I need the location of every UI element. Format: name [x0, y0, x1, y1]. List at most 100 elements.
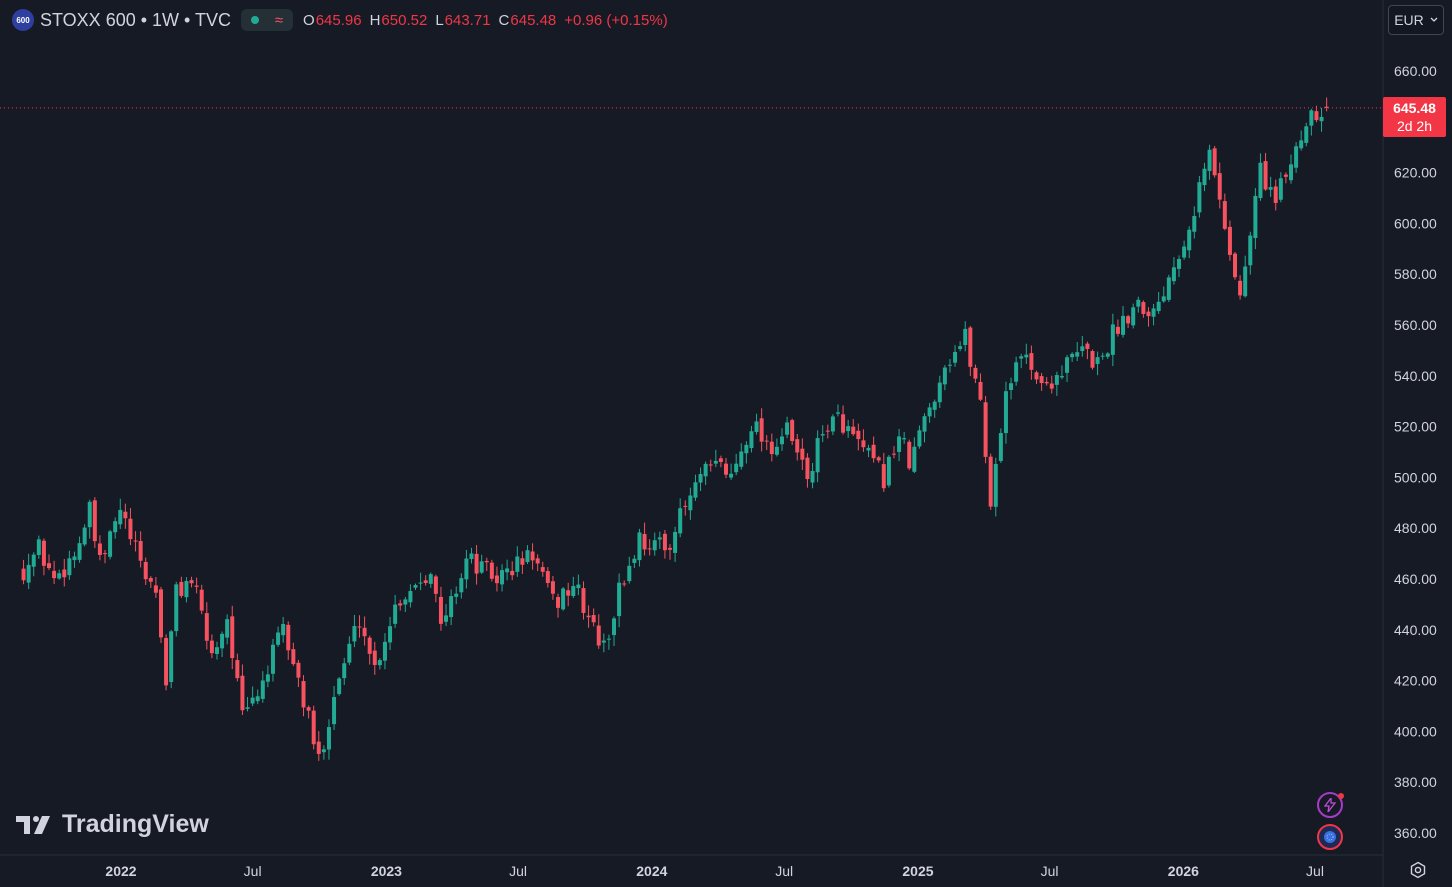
high-value: H650.52 [369, 11, 428, 29]
last-price-label: 645.48 2d 2h [1383, 97, 1446, 137]
candle [662, 529, 667, 559]
candle [382, 633, 387, 670]
candle [886, 455, 891, 488]
candle [47, 554, 52, 571]
candle [973, 364, 978, 384]
candle [1171, 257, 1176, 285]
candle [561, 587, 566, 611]
candle [820, 425, 825, 443]
candle [622, 580, 627, 587]
candle [942, 365, 947, 391]
gear-icon[interactable] [1408, 860, 1428, 880]
candle [861, 429, 866, 452]
candle [479, 554, 484, 574]
candle [642, 522, 647, 556]
candle [87, 499, 92, 539]
candle [846, 419, 851, 438]
candle [759, 408, 764, 452]
tradingview-logo-icon [16, 815, 50, 834]
candle [912, 437, 917, 474]
candle [937, 375, 942, 408]
candle [1263, 152, 1268, 191]
lightning-button[interactable] [1317, 792, 1344, 818]
symbol-title[interactable]: STOXX 600 • 1W • TVC [40, 9, 232, 30]
candle [1294, 142, 1299, 173]
candle [484, 557, 489, 572]
candle [795, 433, 800, 461]
price-axis: 660.00 620.00 600.00 580.00 560.00 540.00 520.… [1394, 63, 1437, 841]
candle [133, 531, 138, 552]
candle [306, 705, 311, 719]
price-tick-label: 360.00 [1394, 825, 1437, 841]
candle [464, 549, 469, 589]
candle [927, 403, 932, 423]
candle [596, 614, 601, 649]
candle [881, 452, 886, 492]
open-value: O645.96 [303, 11, 362, 29]
candle [612, 616, 617, 646]
symbol-logo[interactable]: 600 [12, 9, 34, 31]
price-tick-label: 420.00 [1394, 673, 1437, 689]
candle [1136, 296, 1141, 313]
candle [1100, 352, 1105, 360]
candle [530, 543, 535, 570]
candle [764, 435, 769, 451]
candle [62, 558, 67, 587]
candle [545, 567, 550, 588]
candle [805, 453, 810, 488]
globe-button[interactable] [1317, 824, 1343, 850]
candle [968, 325, 973, 377]
candle [270, 638, 275, 682]
candle [1151, 303, 1156, 326]
price-tick-label: 500.00 [1394, 469, 1437, 485]
candle [1105, 352, 1110, 359]
candle [1299, 130, 1304, 151]
candle [779, 428, 784, 451]
candle [148, 576, 153, 588]
chevron-down-icon [1430, 17, 1438, 22]
candle [591, 608, 596, 627]
currency-button[interactable]: EUR [1388, 5, 1444, 35]
price-tick-label: 460.00 [1394, 571, 1437, 587]
candle [556, 593, 561, 618]
last-price-value: 645.48 [1393, 100, 1436, 116]
candle [571, 576, 576, 598]
candle [97, 535, 102, 561]
candle [978, 373, 983, 402]
candle [296, 659, 301, 688]
candle [1268, 176, 1273, 197]
candle [652, 532, 657, 556]
candle [1085, 341, 1090, 360]
candle [550, 575, 555, 600]
candle [408, 584, 413, 608]
candle [321, 745, 326, 760]
candle [647, 539, 652, 556]
candle [250, 686, 255, 707]
candle [1289, 154, 1294, 184]
candle [77, 536, 82, 563]
candle [265, 665, 270, 688]
candle [52, 560, 57, 585]
candle [138, 531, 143, 568]
candle [1248, 231, 1253, 275]
candle [576, 574, 581, 596]
candle [810, 462, 815, 489]
candle [673, 526, 678, 562]
globe-icon [1324, 831, 1336, 843]
candle [713, 449, 718, 468]
candle [332, 685, 337, 730]
candle [953, 345, 958, 367]
candle [856, 423, 861, 451]
candle [1019, 353, 1024, 369]
delayed-data-icon: ≈ [274, 11, 284, 29]
candle [581, 581, 586, 620]
candle [194, 577, 199, 594]
candle [1054, 371, 1059, 396]
tradingview-logo[interactable]: TradingView [16, 810, 209, 839]
candle [1070, 352, 1075, 362]
market-open-dot-icon [250, 16, 259, 24]
candle [1233, 251, 1238, 280]
time-tick-label: Jul [1041, 863, 1059, 879]
market-status[interactable]: ≈ [241, 9, 294, 31]
